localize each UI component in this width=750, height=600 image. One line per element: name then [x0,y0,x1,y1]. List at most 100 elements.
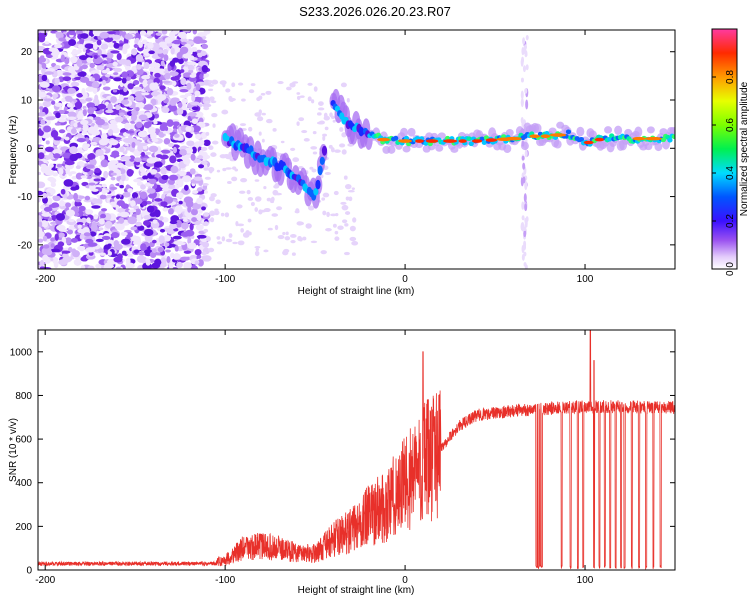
noise-blob [131,192,139,199]
noise-blob [292,157,300,163]
noise-blob [155,49,164,54]
noise-blob [160,257,167,263]
noise-blob [66,102,73,108]
noise-blob [58,37,68,42]
noise-blob [38,34,46,43]
noise-blob [340,201,347,205]
noise-blob [289,82,296,88]
noise-blob [164,36,173,44]
noise-blob [167,184,176,189]
y-tick-label: 200 [15,522,32,533]
noise-blob [168,262,174,269]
noise-blob [523,230,527,238]
noise-blob [155,32,162,36]
noise-blob [119,112,125,117]
noise-blob [106,31,116,35]
noise-blob [167,142,174,147]
noise-blob [337,225,344,230]
noise-blob [53,153,61,159]
noise-blob [299,95,305,98]
noise-blob [352,217,357,223]
noise-blob [189,168,196,175]
noise-blob [198,209,203,214]
noise-blob [334,230,339,235]
noise-blob [197,155,204,160]
noise-blob [131,141,136,148]
ridge-core [468,141,474,147]
noise-blob [57,241,65,247]
y-tick-label: 600 [15,435,32,446]
noise-blob [41,247,52,255]
noise-blob [110,96,117,103]
noise-blob [95,149,104,157]
noise-blob [190,208,198,216]
noise-blob [118,58,128,65]
noise-blob [157,68,166,73]
noise-blob [248,89,255,94]
noise-blob [145,151,152,155]
noise-blob [202,103,212,108]
noise-blob [84,40,94,44]
ridge-halo [634,126,643,138]
noise-blob [162,80,171,84]
noise-blob [154,258,162,266]
noise-blob [172,235,182,240]
noise-blob [141,39,148,45]
noise-blob [261,112,266,116]
noise-blob [103,170,109,179]
noise-blob [307,96,312,102]
noise-blob [76,59,83,67]
noise-blob [70,238,79,243]
noise-blob [127,216,137,225]
noise-blob [126,168,134,177]
noise-blob [325,227,332,232]
noise-blob [125,130,135,134]
noise-blob [169,220,178,225]
noise-blob [208,88,214,92]
noise-blob [91,198,99,204]
noise-blob [324,171,331,175]
noise-blob [59,174,67,178]
noise-blob [59,114,68,119]
spectrogram-ylabel: Frequency (Hz) [8,116,19,185]
noise-blob [54,233,59,241]
noise-blob [332,223,337,228]
noise-blob [107,103,113,112]
noise-blob [204,176,211,180]
noise-blob [38,63,42,71]
noise-blob [73,258,82,266]
ridge-halo [505,129,514,136]
noise-blob [108,163,118,171]
noise-blob [113,67,123,73]
ridge-halo [435,144,444,152]
noise-blob [71,81,80,87]
noise-blob [313,86,318,92]
spectrogram-xlabel: Height of straight line (km) [298,286,415,297]
noise-blob [338,143,346,148]
noise-blob [44,170,55,176]
noise-blob [101,235,111,240]
noise-blob [187,205,192,213]
x-tick-label: 0 [402,575,408,586]
colorbar-tick-label: 0.0 [725,262,736,276]
noise-blob [208,247,215,253]
noise-blob [64,95,73,102]
noise-blob [322,192,330,198]
noise-blob [38,111,46,117]
noise-blob [153,120,158,125]
noise-blob [129,123,135,131]
noise-blob [38,160,44,165]
noise-blob [107,129,114,136]
noise-blob [204,100,211,104]
noise-blob [240,228,244,233]
noise-blob [81,217,87,224]
noise-blob [346,98,350,103]
noise-blob [87,107,95,115]
noise-blob [351,187,355,190]
noise-blob [141,151,146,157]
noise-blob [260,92,266,96]
noise-blob [75,172,83,180]
noise-blob [237,240,245,246]
noise-blob [104,264,114,269]
